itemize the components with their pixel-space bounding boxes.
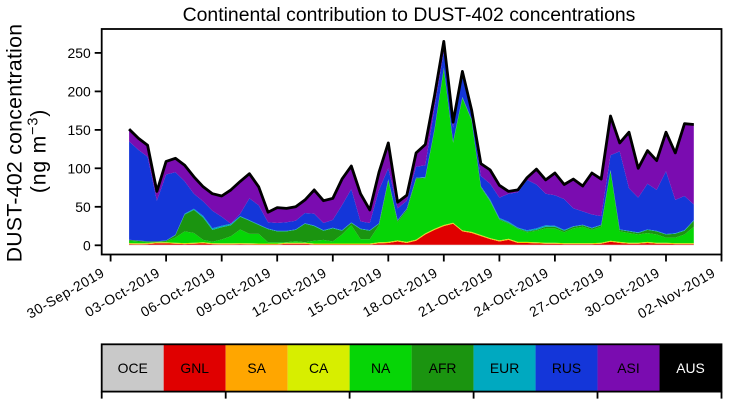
svg-text:150: 150 (68, 122, 91, 138)
svg-text:0: 0 (83, 237, 91, 253)
svg-text:AUS: AUS (676, 360, 705, 376)
svg-text:EUR: EUR (490, 360, 519, 376)
svg-text:RUS: RUS (552, 360, 581, 376)
svg-text:50: 50 (75, 199, 91, 215)
svg-text:Continental contribution to DU: Continental contribution to DUST-402 con… (183, 4, 636, 26)
svg-text:AFR: AFR (429, 360, 457, 376)
svg-text:250: 250 (68, 45, 91, 61)
svg-text:OCE: OCE (118, 360, 148, 376)
svg-text:ASI: ASI (617, 360, 639, 376)
svg-text:200: 200 (68, 83, 91, 99)
svg-text:DUST-402 concentration: DUST-402 concentration (4, 24, 27, 263)
svg-text:SA: SA (247, 360, 266, 376)
svg-text:CA: CA (309, 360, 329, 376)
svg-text:NA: NA (371, 360, 391, 376)
svg-text:GNL: GNL (180, 360, 209, 376)
svg-text:100: 100 (68, 160, 91, 176)
